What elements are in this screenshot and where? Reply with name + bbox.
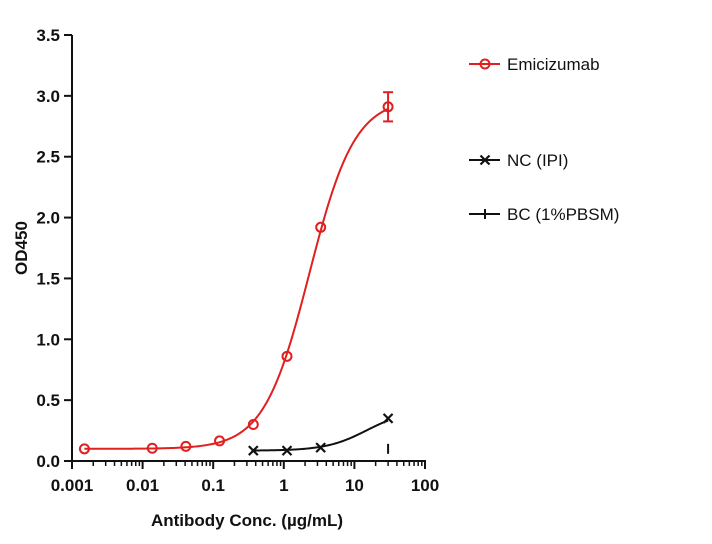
data-point <box>315 442 326 453</box>
data-point <box>180 440 192 452</box>
x-tick-label: 0.1 <box>201 476 225 495</box>
data-point <box>78 443 90 455</box>
fit-curve <box>84 107 389 450</box>
legend-item: NC (IPI) <box>469 151 568 170</box>
y-tick-label: 1.5 <box>36 269 60 288</box>
y-tick-label: 3.5 <box>36 26 60 45</box>
y-axis-ticks: 0.0 0.5 1.0 1.5 2.0 2.5 3.0 3.5 <box>36 26 72 471</box>
y-tick-label: 2.5 <box>36 148 60 167</box>
y-tick-label: 3.0 <box>36 87 60 106</box>
y-tick-label: 0.5 <box>36 391 60 410</box>
legend: Emicizumab NC (IPI) BC (1%PBSM) <box>469 55 619 224</box>
legend-label: NC (IPI) <box>507 151 568 170</box>
legend-item: Emicizumab <box>469 55 600 74</box>
x-tick-label: 100 <box>411 476 439 495</box>
x-marker-stroke <box>315 442 326 453</box>
x-tick-label: 1 <box>279 476 288 495</box>
y-tick-label: 0.0 <box>36 452 60 471</box>
x-marker-stroke <box>281 445 293 456</box>
data-point <box>382 101 394 113</box>
x-tick-label: 10 <box>345 476 364 495</box>
x-tick-label: 0.001 <box>51 476 94 495</box>
x-marker-stroke <box>248 445 259 456</box>
data-point <box>281 445 293 456</box>
data-point <box>214 435 226 447</box>
data-point <box>247 418 259 430</box>
series-1 <box>248 413 394 456</box>
fit-curve <box>253 419 389 452</box>
axes <box>71 35 426 462</box>
x-axis-title: Antibody Conc. (µg/mL) <box>151 511 343 530</box>
y-tick-label: 2.0 <box>36 209 60 228</box>
x-marker-stroke <box>382 413 394 424</box>
x-tick-label: 0.01 <box>126 476 159 495</box>
data-point <box>146 442 158 454</box>
legend-label: Emicizumab <box>507 55 600 74</box>
data-point <box>248 445 259 456</box>
y-axis-title: OD450 <box>12 221 31 275</box>
y-tick-label: 1.0 <box>36 330 60 349</box>
data-point <box>315 221 327 233</box>
legend-label: BC (1%PBSM) <box>507 205 619 224</box>
legend-item: BC (1%PBSM) <box>469 205 619 224</box>
series-0 <box>78 91 394 455</box>
data-point <box>382 413 394 424</box>
legend-marker <box>479 154 491 166</box>
data-point <box>281 350 293 362</box>
x-marker-stroke <box>479 154 491 166</box>
legend-marker <box>479 58 491 70</box>
plot-area <box>78 91 394 456</box>
x-axis-ticks: 0.001 0.01 0.1 1 10 100 <box>51 461 439 495</box>
